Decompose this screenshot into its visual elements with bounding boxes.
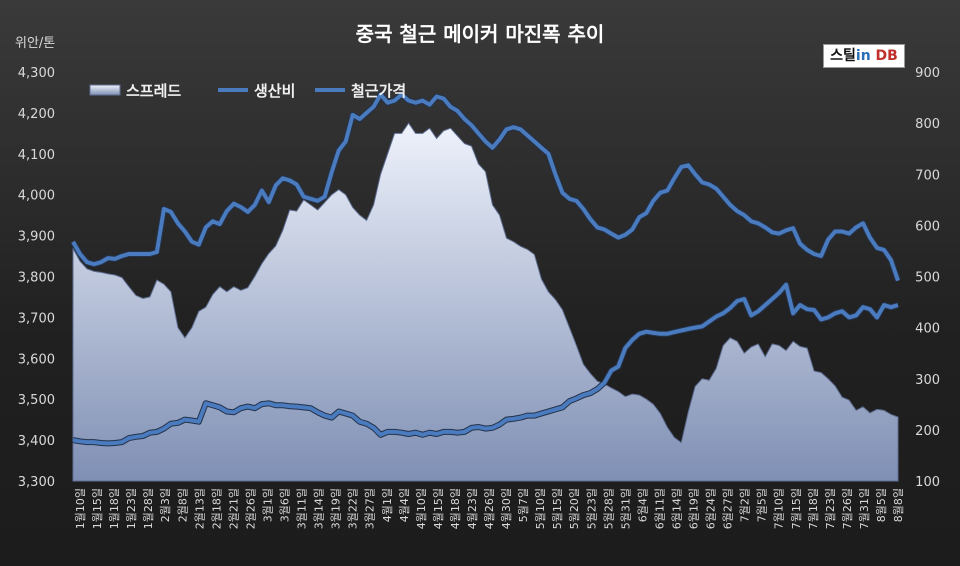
- x-tick-label: 3월14일: [312, 488, 326, 529]
- x-tick-label: 1월10일: [73, 488, 87, 529]
- x-tick-label: 2월21일: [226, 488, 240, 529]
- x-tick-label: 5월7일: [516, 488, 530, 522]
- x-tick-label: 3월11일: [295, 488, 309, 529]
- x-tick-label: 4월30일: [499, 488, 513, 529]
- x-tick-label: 1월23일: [124, 488, 138, 529]
- x-tick-label: 4월4일: [397, 488, 411, 522]
- x-tick-label: 6월19일: [687, 488, 701, 529]
- y-left-tick-label: 3,900: [18, 230, 55, 245]
- x-tick-label: 7월5일: [755, 488, 769, 522]
- x-tick-label: 2월8일: [175, 488, 189, 522]
- x-tick-label: 3월22일: [346, 488, 360, 529]
- y-axis-right-ticks: 100 200 300 400 500 600 700 800 900: [915, 66, 940, 490]
- y-left-tick-label: 3,500: [18, 393, 55, 408]
- unit-label: 위안/톤: [15, 36, 55, 51]
- x-tick-label: 5월23일: [584, 488, 598, 529]
- x-tick-label: 4월1일: [380, 488, 394, 522]
- y-right-tick-label: 400: [915, 322, 940, 337]
- x-tick-label: 2월3일: [158, 488, 172, 522]
- series-cost-line: [72, 282, 899, 446]
- legend-swatch-spread: [89, 84, 121, 96]
- x-tick-label: 6월27일: [721, 488, 735, 529]
- x-tick-label: 6월11일: [652, 488, 666, 529]
- x-tick-label: 7월26일: [840, 488, 854, 529]
- y-right-tick-label: 900: [915, 66, 940, 81]
- x-tick-label: 7월10일: [772, 488, 786, 529]
- y-left-tick-label: 3,400: [18, 434, 55, 449]
- x-tick-label: 7월18일: [806, 488, 820, 529]
- x-tick-label: 7월2일: [738, 488, 752, 522]
- legend-label: 철근가격: [351, 82, 406, 100]
- x-tick-label: 2월13일: [192, 488, 206, 529]
- plot-area: [70, 91, 901, 482]
- x-tick-label: 3월6일: [278, 488, 292, 522]
- x-tick-label: 1월28일: [141, 488, 155, 529]
- x-tick-label: 4월10일: [414, 488, 428, 529]
- x-axis-ticks: 1월10일 1월15일 1월18일 1월23일 1월28일 2월3일 2월8일 2월13일 2월…: [73, 488, 905, 529]
- x-tick-label: 8월8일: [891, 488, 905, 522]
- y-right-tick-label: 200: [915, 424, 940, 439]
- y-left-tick-label: 3,800: [18, 271, 55, 286]
- x-tick-label: 5월28일: [601, 488, 615, 529]
- x-tick-label: 3월1일: [261, 488, 275, 522]
- y-left-tick-label: 4,000: [18, 189, 55, 204]
- y-axis-left-ticks: 3,300 3,400 3,500 3,600 3,700 3,800 3,900 4,000…: [18, 66, 55, 490]
- x-tick-label: 2월18일: [209, 488, 223, 529]
- x-tick-label: 6월14일: [670, 488, 684, 529]
- y-left-tick-label: 4,300: [18, 66, 55, 81]
- x-tick-label: 5월31일: [618, 488, 632, 529]
- x-tick-label: 4월26일: [482, 488, 496, 529]
- x-tick-label: 7월15일: [789, 488, 803, 529]
- x-tick-label: 7월31일: [857, 488, 871, 529]
- x-tick-label: 7월23일: [823, 488, 837, 529]
- x-tick-label: 3월27일: [363, 488, 377, 529]
- x-tick-label: 4월18일: [448, 488, 462, 529]
- y-left-tick-label: 4,200: [18, 107, 55, 122]
- chart-title: 중국 철근 메이커 마진폭 추이: [356, 22, 605, 46]
- y-right-tick-label: 500: [915, 271, 940, 286]
- y-left-tick-label: 3,300: [18, 475, 55, 490]
- legend-label: 생산비: [254, 82, 295, 100]
- y-right-tick-label: 600: [915, 219, 940, 234]
- series-spread-area: [72, 122, 899, 482]
- series-price-line: [71, 92, 900, 282]
- y-right-tick-label: 100: [915, 475, 940, 490]
- x-tick-label: 1월18일: [107, 488, 121, 529]
- y-left-tick-label: 3,700: [18, 311, 55, 326]
- legend: 스프레드 생산비 철근가격: [89, 82, 406, 100]
- x-tick-label: 2월26일: [243, 488, 257, 529]
- x-tick-label: 5월20일: [567, 488, 581, 529]
- x-tick-label: 8월5일: [874, 488, 888, 522]
- legend-label: 스프레드: [126, 82, 181, 100]
- x-tick-label: 6월24일: [704, 488, 718, 529]
- y-right-tick-label: 800: [915, 117, 940, 132]
- x-tick-label: 4월15일: [431, 488, 445, 529]
- y-right-tick-label: 300: [915, 373, 940, 388]
- y-left-tick-label: 3,600: [18, 352, 55, 367]
- x-tick-label: 5월15일: [550, 488, 564, 529]
- y-left-tick-label: 4,100: [18, 148, 55, 163]
- x-tick-label: 1월15일: [90, 488, 104, 529]
- x-tick-label: 5월10일: [533, 488, 547, 529]
- x-tick-label: 3월19일: [329, 488, 343, 529]
- x-tick-label: 6월4일: [635, 488, 649, 522]
- steelin-db-logo: 스틸in DB: [823, 44, 905, 68]
- y-right-tick-label: 700: [915, 168, 940, 183]
- x-tick-label: 4월23일: [465, 488, 479, 529]
